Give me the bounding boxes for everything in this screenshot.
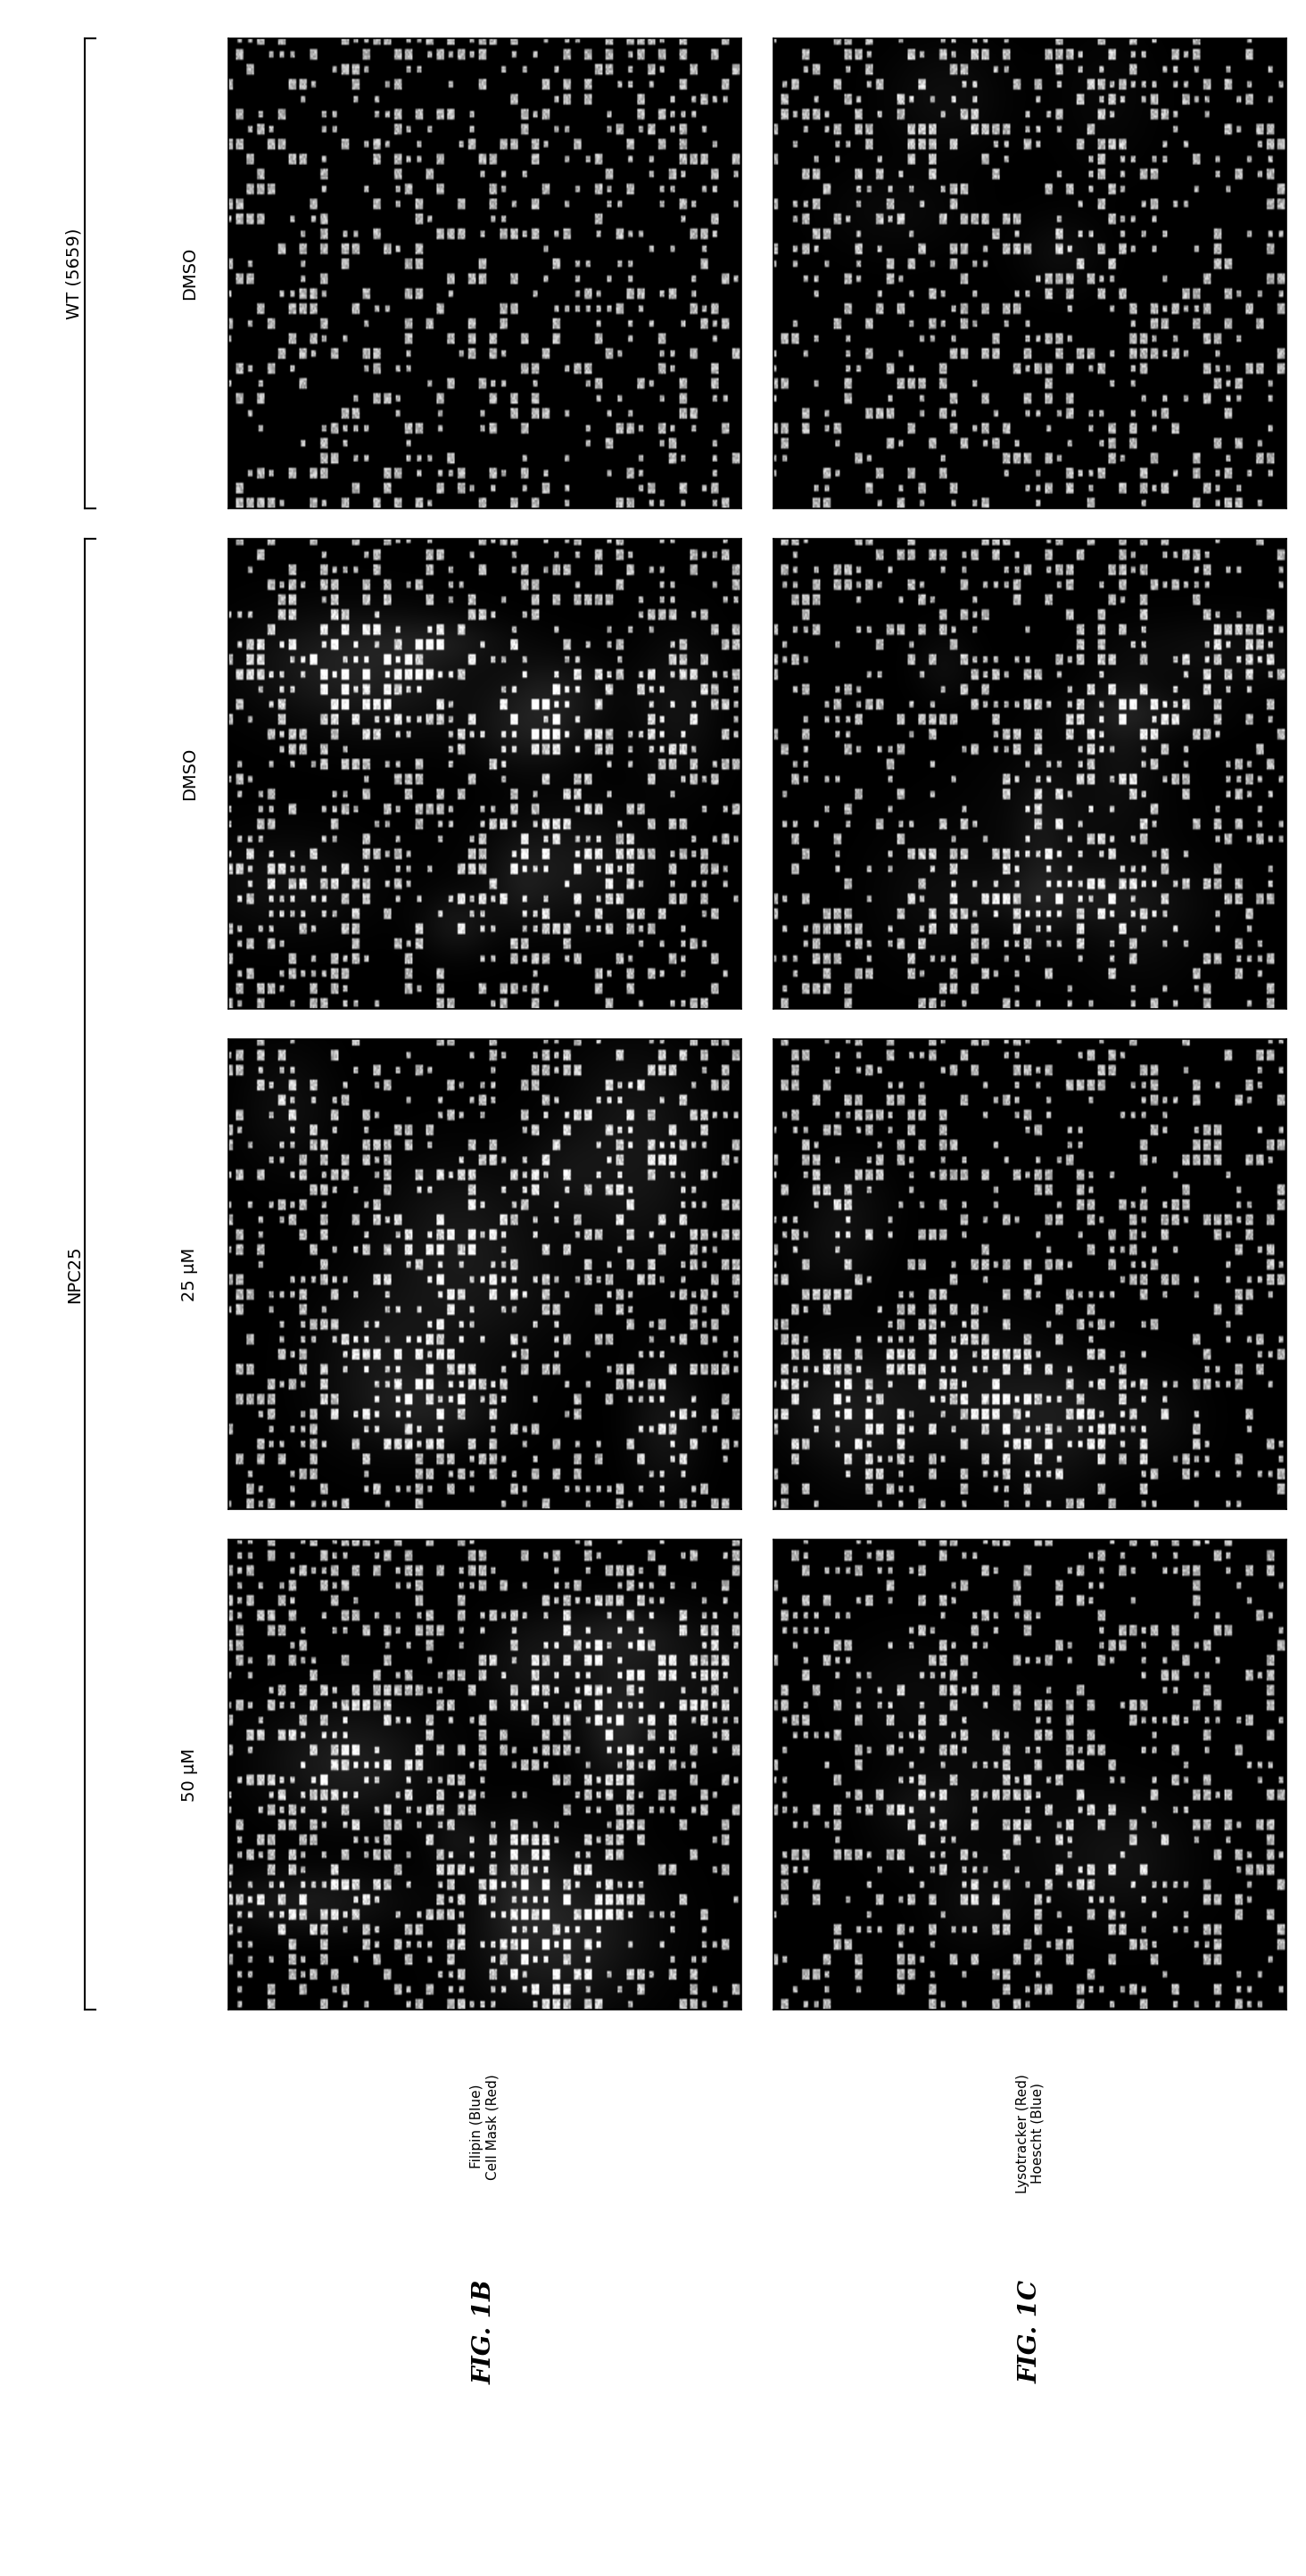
Text: FIG. 1B: FIG. 1B (473, 2280, 496, 2385)
Text: WT (5659): WT (5659) (67, 227, 82, 319)
Text: Filipin (Blue)
Cell Mask (Red): Filipin (Blue) Cell Mask (Red) (470, 2074, 499, 2179)
Text: DMSO: DMSO (182, 747, 197, 801)
Text: NPC25: NPC25 (67, 1244, 82, 1303)
Text: 25 μM: 25 μM (182, 1247, 197, 1301)
Text: DMSO: DMSO (182, 247, 197, 299)
Text: FIG. 1C: FIG. 1C (1019, 2280, 1042, 2383)
Text: Lysotracker (Red)
Hoescht (Blue): Lysotracker (Red) Hoescht (Blue) (1016, 2074, 1045, 2192)
Text: 50 μM: 50 μM (182, 1747, 197, 1801)
